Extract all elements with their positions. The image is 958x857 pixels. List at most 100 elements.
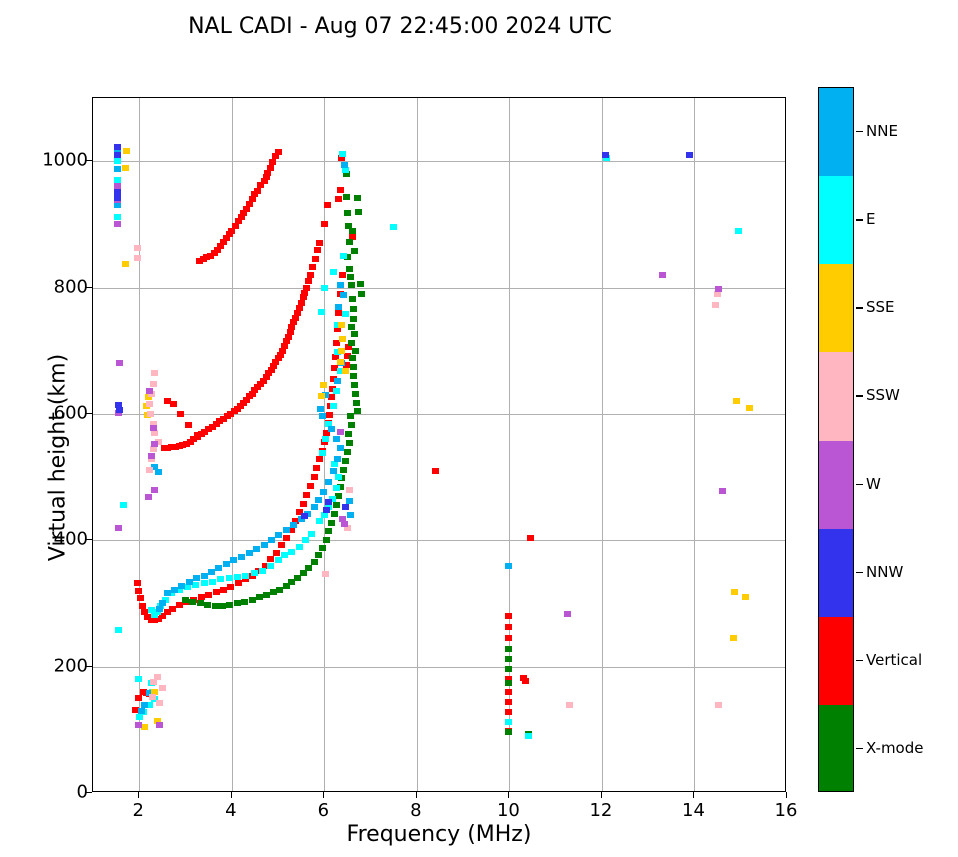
data-point xyxy=(144,614,152,621)
data-point xyxy=(267,556,275,563)
data-point xyxy=(179,441,187,448)
data-point xyxy=(141,701,149,708)
data-point xyxy=(324,499,332,506)
data-point xyxy=(332,485,340,492)
data-point xyxy=(208,423,216,430)
data-point xyxy=(147,452,155,459)
data-point xyxy=(504,719,512,726)
data-point xyxy=(256,594,264,601)
x-tick-label: 12 xyxy=(589,800,613,821)
data-point xyxy=(317,405,325,412)
data-point xyxy=(133,255,141,262)
colorbar-label-ssw: SSW xyxy=(866,386,900,405)
data-point xyxy=(156,721,164,728)
data-point xyxy=(347,323,355,330)
data-point xyxy=(348,295,356,302)
data-point xyxy=(151,616,159,623)
data-point xyxy=(329,385,337,392)
data-point xyxy=(222,561,230,568)
data-point xyxy=(331,365,338,372)
data-point xyxy=(310,558,318,565)
data-point xyxy=(204,601,212,608)
colorbar-tick-mark xyxy=(856,571,863,574)
colorbar-segment-e xyxy=(819,176,853,266)
data-point xyxy=(138,602,146,609)
data-point xyxy=(116,407,124,414)
data-point xyxy=(201,428,209,435)
data-point xyxy=(302,537,310,544)
data-point xyxy=(348,355,356,362)
data-point xyxy=(336,445,344,452)
data-point xyxy=(301,513,309,520)
data-point xyxy=(321,571,329,578)
data-point xyxy=(336,359,344,366)
data-point xyxy=(328,519,336,526)
data-point xyxy=(269,589,277,596)
data-point xyxy=(222,235,230,242)
data-point xyxy=(504,624,512,631)
data-point xyxy=(334,303,342,310)
data-point xyxy=(332,388,340,395)
data-point xyxy=(233,573,241,580)
plot-area xyxy=(92,97,786,792)
data-point xyxy=(323,429,331,436)
data-point xyxy=(170,400,177,407)
data-point xyxy=(163,609,171,616)
data-point xyxy=(171,443,179,450)
data-point xyxy=(318,544,326,551)
x-tick-label: 8 xyxy=(410,800,422,821)
data-point xyxy=(168,590,176,597)
data-point xyxy=(334,474,342,481)
data-point xyxy=(339,336,347,343)
data-point xyxy=(356,280,364,287)
data-point xyxy=(147,616,155,623)
data-point xyxy=(318,308,326,315)
data-point xyxy=(306,271,314,278)
data-point xyxy=(260,178,268,185)
data-point xyxy=(145,494,153,501)
data-point xyxy=(183,584,191,591)
data-point xyxy=(242,576,250,583)
data-point xyxy=(732,398,740,405)
data-point xyxy=(566,701,574,708)
data-point xyxy=(134,695,142,702)
data-point xyxy=(175,601,183,608)
data-point xyxy=(282,527,290,534)
data-point xyxy=(293,309,301,316)
data-point xyxy=(113,144,121,151)
data-point xyxy=(158,685,166,692)
data-point xyxy=(342,311,350,318)
data-point xyxy=(158,600,166,607)
data-point xyxy=(185,578,193,585)
data-point xyxy=(215,565,223,572)
data-point xyxy=(146,410,154,417)
data-point xyxy=(274,355,282,362)
data-point xyxy=(207,252,215,259)
y-tick-mark xyxy=(86,539,92,541)
data-point xyxy=(225,231,233,238)
data-point xyxy=(290,522,298,529)
data-point xyxy=(297,299,305,306)
data-point xyxy=(169,605,177,612)
data-point xyxy=(264,169,272,176)
data-point xyxy=(299,500,307,507)
data-point xyxy=(116,360,124,367)
data-point xyxy=(337,282,345,289)
data-point xyxy=(245,549,253,556)
data-point xyxy=(340,292,348,299)
data-point xyxy=(295,509,303,516)
data-point xyxy=(265,370,273,377)
data-point xyxy=(120,501,128,508)
data-point xyxy=(318,413,326,420)
colorbar-tick-mark xyxy=(856,659,863,662)
data-point xyxy=(338,347,346,354)
data-point xyxy=(281,552,289,559)
colorbar-tick-mark xyxy=(856,219,863,221)
data-point xyxy=(276,586,284,593)
data-point xyxy=(344,431,352,438)
data-point xyxy=(333,322,341,329)
data-point xyxy=(349,306,357,313)
data-point xyxy=(210,249,218,256)
gridline-vertical xyxy=(416,98,418,791)
data-point xyxy=(149,424,157,431)
